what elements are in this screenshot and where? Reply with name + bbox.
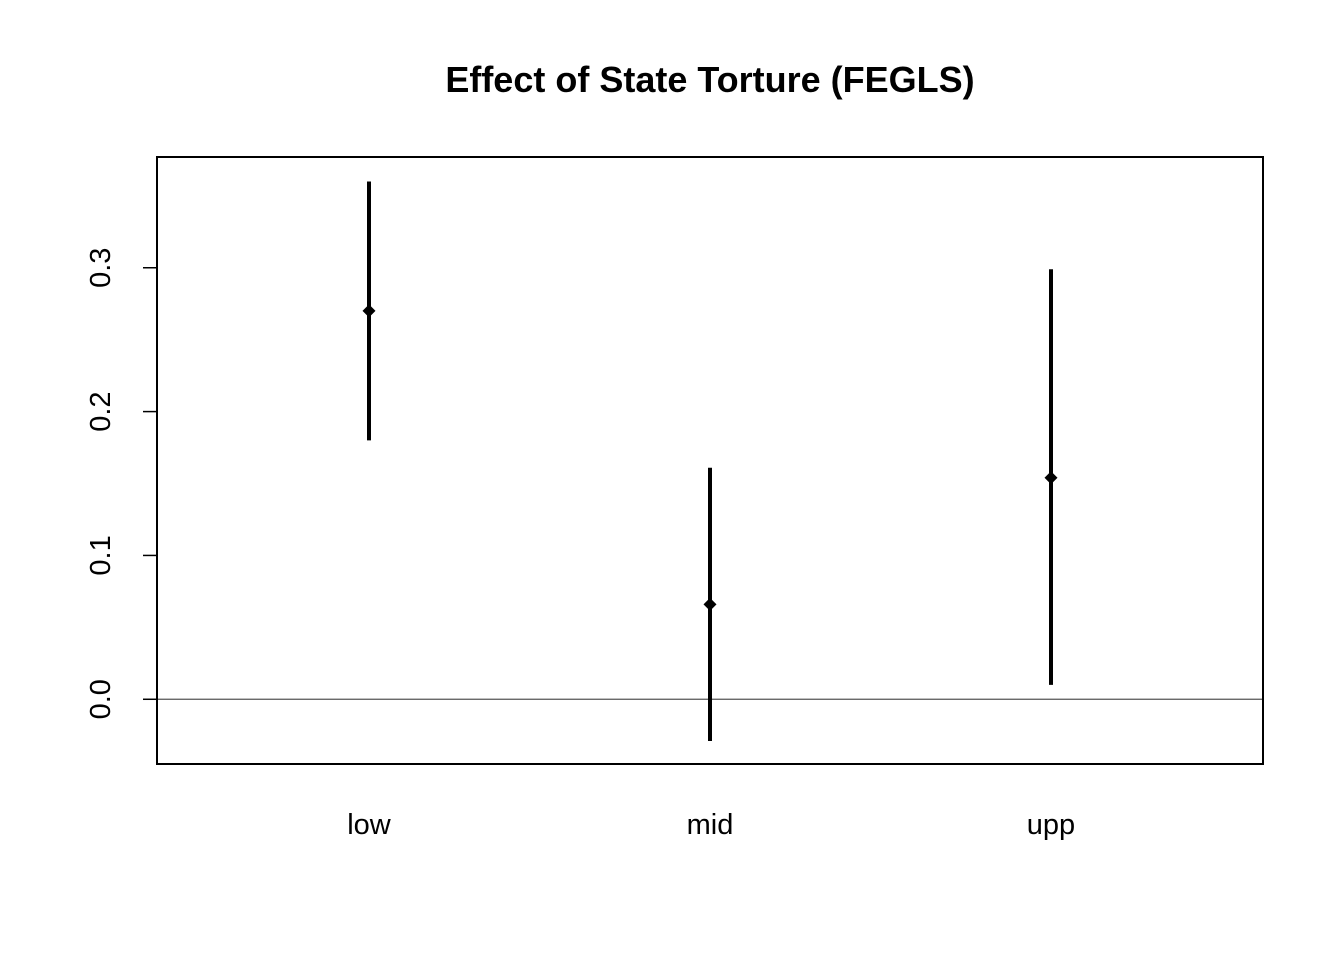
point-estimate-upp <box>1044 471 1058 485</box>
point-estimate-low <box>362 304 376 318</box>
plot-frame <box>156 156 1264 765</box>
point-estimate-mid <box>703 597 717 611</box>
y-tick-label: 0.2 <box>85 391 117 431</box>
y-tick-label: 0.3 <box>85 248 117 288</box>
plot-area: 0.0 0.1 0.2 0.3 low mid upp <box>85 156 1264 841</box>
x-tick-label: mid <box>687 809 734 841</box>
y-tick-label: 0.0 <box>85 679 117 719</box>
y-tick-label: 0.1 <box>85 535 117 575</box>
x-tick-label: low <box>347 809 392 841</box>
x-tick-label: upp <box>1027 809 1075 841</box>
chart-title: Effect of State Torture (FEGLS) <box>445 59 974 100</box>
